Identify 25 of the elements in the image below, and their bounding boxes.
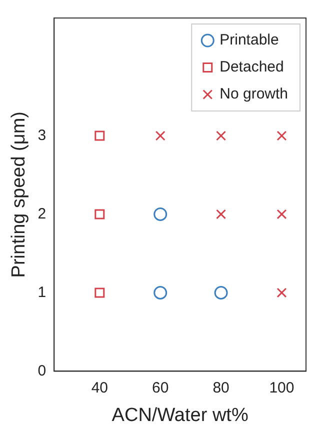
y-tick-label: 3: [38, 126, 46, 144]
x-axis-title: ACN/Water wt%: [112, 404, 248, 426]
point: [216, 209, 226, 220]
x-tick-label: 100: [269, 379, 294, 396]
point: [276, 288, 287, 298]
x-tick-label: 80: [212, 379, 230, 396]
point: [276, 209, 287, 220]
point: [276, 130, 287, 141]
legend-label: Detached: [220, 58, 284, 76]
x-tick-label: 60: [152, 379, 169, 396]
point: [155, 130, 166, 141]
point: [154, 207, 168, 221]
point: [214, 286, 228, 300]
point: [216, 130, 226, 141]
x-tick-label: 40: [91, 379, 108, 396]
y-tick-label: 1: [38, 284, 46, 301]
y-tick-label: 0: [38, 362, 46, 380]
legend-label: No growth: [220, 86, 288, 103]
point: [94, 209, 105, 220]
point: [94, 288, 105, 298]
point: [94, 130, 105, 141]
y-tick-label: 2: [38, 205, 46, 222]
legend-label: Printable: [220, 32, 279, 49]
y-axis-title: Printing speed (μm): [8, 112, 30, 278]
point: [154, 286, 168, 300]
